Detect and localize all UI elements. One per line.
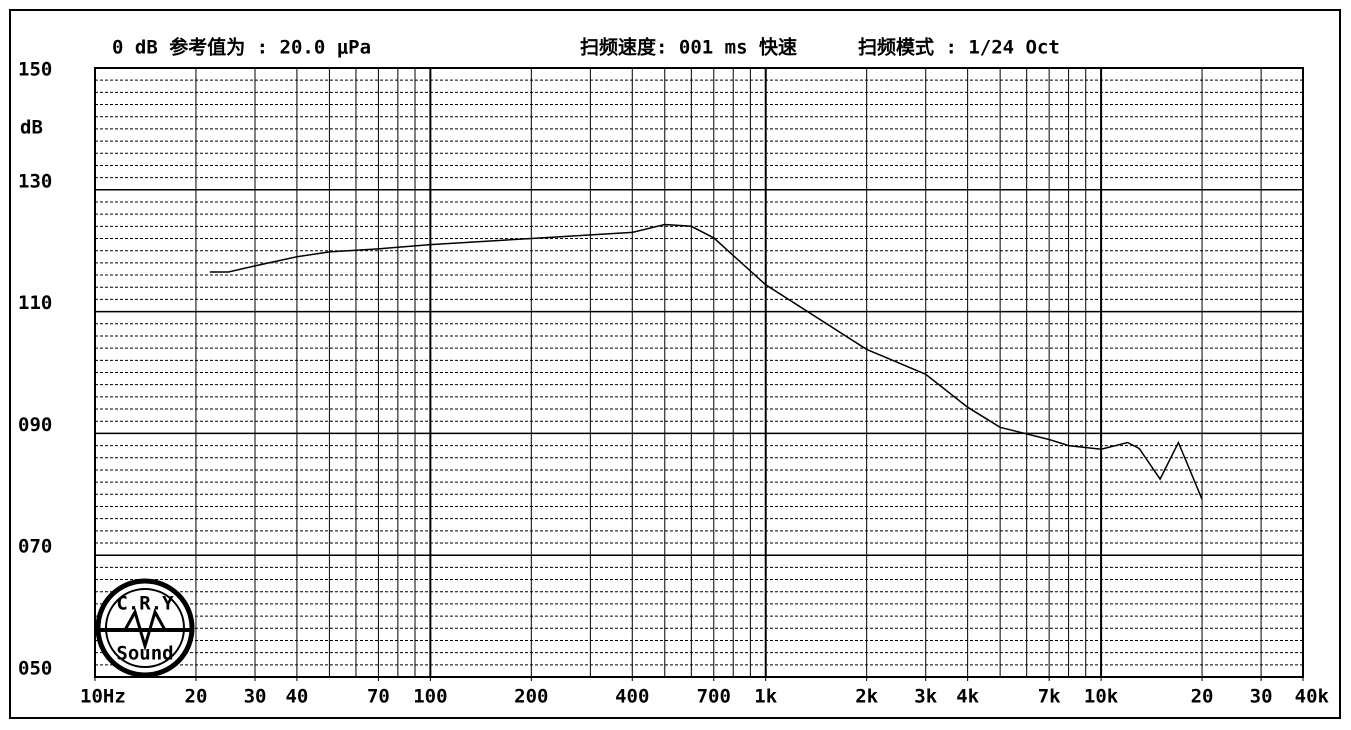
x-tick-label: 400	[615, 686, 649, 708]
y-tick-label: 150	[18, 59, 52, 81]
x-tick-label: 10k	[1084, 686, 1119, 708]
x-tick-label: 20	[185, 686, 208, 708]
x-tick-label: 30	[1250, 686, 1273, 708]
line-series	[209, 223, 1203, 500]
x-tick-label: 7k	[1038, 686, 1061, 708]
x-tick-label: 70	[367, 686, 390, 708]
logo: C.R.Y Sound	[95, 578, 195, 678]
x-tick-label: 1k	[754, 686, 777, 708]
logo-text: C.R.Y	[116, 593, 174, 615]
y-tick-label: 070	[18, 536, 52, 558]
x-tick-label: 30	[244, 686, 267, 708]
y-tick-label: 130	[18, 170, 52, 192]
x-tick-label: 200	[514, 686, 548, 708]
logo-text: Sound	[116, 643, 173, 665]
x-tick-label: 40	[285, 686, 308, 708]
logo-wave	[123, 608, 167, 652]
header-text: 扫频模式 : 1/24 Oct	[858, 36, 1060, 59]
x-tick-label: 100	[413, 686, 447, 708]
x-tick-label: 20	[1191, 686, 1214, 708]
header-text: 0 dB 参考值为 : 20.0 μPa	[112, 36, 371, 59]
y-axis-label: dB	[20, 117, 43, 139]
x-tick-label: 2k	[855, 686, 878, 708]
y-tick-label: 050	[18, 658, 52, 680]
x-tick-label: 40k	[1295, 686, 1330, 708]
x-tick-label: 4k	[956, 686, 979, 708]
x-tick-label: 10Hz	[80, 686, 126, 708]
x-tick-label: 700	[697, 686, 731, 708]
y-tick-label: 090	[18, 414, 52, 436]
x-tick-label: 3k	[914, 686, 937, 708]
y-tick-label: 110	[18, 292, 52, 314]
frame	[9, 9, 1341, 719]
header-text: 扫频速度: 001 ms 快速	[580, 36, 797, 59]
